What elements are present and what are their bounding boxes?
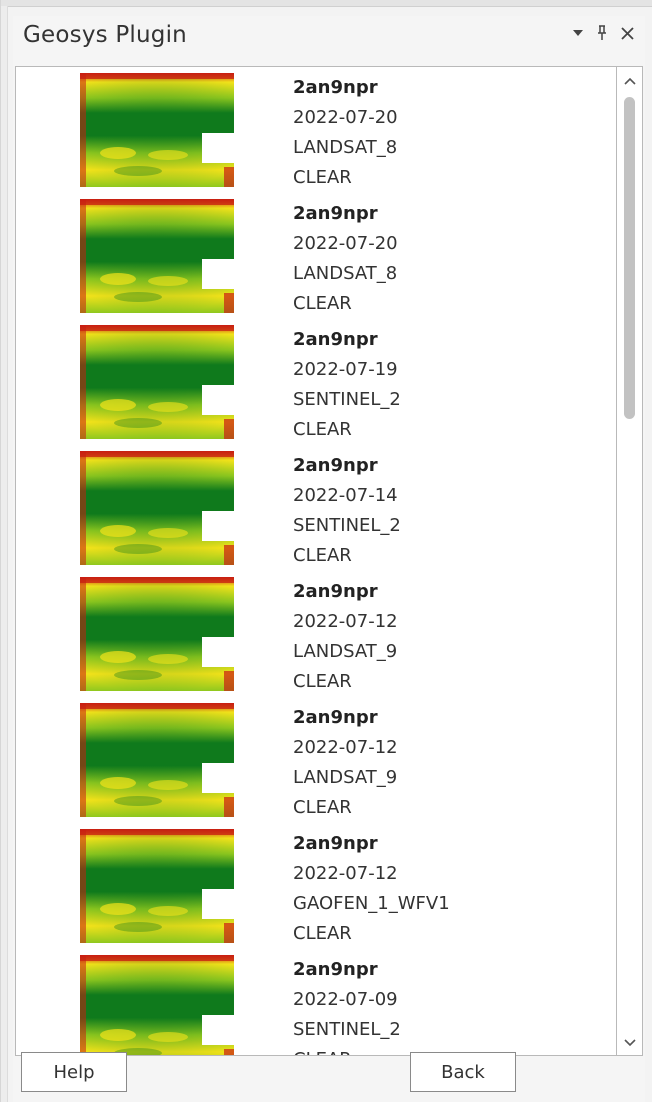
scene-row[interactable]: 2an9npr 2022-07-12 GAOFEN_1_WFV1 CLEAR bbox=[16, 823, 616, 949]
scene-date: 2022-07-12 bbox=[293, 737, 398, 758]
scene-row[interactable]: 2an9npr 2022-07-12 LANDSAT_9 CLEAR bbox=[16, 571, 616, 697]
scene-name: 2an9npr bbox=[293, 833, 378, 854]
scene-date: 2022-07-20 bbox=[293, 233, 398, 254]
scene-row[interactable]: 2an9npr 2022-07-20 LANDSAT_8 CLEAR bbox=[16, 67, 616, 193]
scene-status: CLEAR bbox=[293, 419, 352, 440]
scene-details: 2an9npr 2022-07-12 GAOFEN_1_WFV1 CLEAR bbox=[293, 829, 450, 949]
chevron-down-icon bbox=[573, 30, 583, 36]
scene-details: 2an9npr 2022-07-20 LANDSAT_8 CLEAR bbox=[293, 199, 398, 319]
scene-name: 2an9npr bbox=[293, 707, 378, 728]
scene-name: 2an9npr bbox=[293, 455, 378, 476]
scene-sensor: LANDSAT_9 bbox=[293, 641, 398, 662]
pane-title: Geosys Plugin bbox=[23, 22, 187, 48]
scene-status: CLEAR bbox=[293, 671, 352, 692]
chevron-up-icon bbox=[623, 77, 636, 85]
scene-name: 2an9npr bbox=[293, 77, 378, 98]
ndvi-map-thumbnail[interactable] bbox=[78, 827, 236, 945]
scene-sensor: SENTINEL_2 bbox=[293, 1019, 401, 1040]
scene-date: 2022-07-20 bbox=[293, 107, 398, 128]
scene-date: 2022-07-12 bbox=[293, 863, 398, 884]
scene-name: 2an9npr bbox=[293, 329, 378, 350]
window-top-border bbox=[1, 0, 652, 7]
scene-details: 2an9npr 2022-07-19 SENTINEL_2 CLEAR bbox=[293, 325, 401, 445]
scene-sensor: SENTINEL_2 bbox=[293, 515, 401, 536]
scene-sensor: GAOFEN_1_WFV1 bbox=[293, 893, 450, 914]
close-icon bbox=[620, 26, 634, 40]
scene-name: 2an9npr bbox=[293, 203, 378, 224]
window-left-border bbox=[1, 6, 8, 1102]
scene-date: 2022-07-09 bbox=[293, 989, 398, 1010]
scene-status: CLEAR bbox=[293, 293, 352, 314]
scene-status: CLEAR bbox=[293, 167, 352, 188]
ndvi-map-thumbnail[interactable] bbox=[78, 449, 236, 567]
scene-list[interactable]: 2an9npr 2022-07-20 LANDSAT_8 CLEAR bbox=[15, 66, 617, 1056]
scene-details: 2an9npr 2022-07-12 LANDSAT_9 CLEAR bbox=[293, 703, 398, 823]
ndvi-map-thumbnail[interactable] bbox=[78, 323, 236, 441]
scene-row[interactable]: 2an9npr 2022-07-14 SENTINEL_2 CLEAR bbox=[16, 445, 616, 571]
scene-row[interactable]: 2an9npr 2022-07-19 SENTINEL_2 CLEAR bbox=[16, 319, 616, 445]
back-button[interactable]: Back bbox=[410, 1052, 516, 1092]
scene-date: 2022-07-12 bbox=[293, 611, 398, 632]
scroll-down-button[interactable] bbox=[617, 1031, 642, 1055]
scene-sensor: SENTINEL_2 bbox=[293, 389, 401, 410]
vertical-scrollbar[interactable] bbox=[617, 66, 643, 1056]
scene-name: 2an9npr bbox=[293, 581, 378, 602]
pane-menu-button[interactable] bbox=[567, 20, 589, 46]
close-button[interactable] bbox=[616, 20, 638, 46]
scene-details: 2an9npr 2022-07-09 SENTINEL_2 CLEAR bbox=[293, 955, 401, 1055]
scene-status: CLEAR bbox=[293, 1045, 401, 1055]
dock-pane: Geosys Plugin bbox=[13, 16, 645, 1102]
scene-details: 2an9npr 2022-07-20 LANDSAT_8 CLEAR bbox=[293, 73, 398, 193]
ndvi-map-thumbnail[interactable] bbox=[78, 71, 236, 189]
scene-sensor: LANDSAT_9 bbox=[293, 767, 398, 788]
help-button[interactable]: Help bbox=[21, 1052, 127, 1092]
scene-sensor: LANDSAT_8 bbox=[293, 263, 398, 284]
ndvi-map-thumbnail[interactable] bbox=[78, 953, 236, 1056]
scrollbar-thumb[interactable] bbox=[624, 97, 635, 419]
scene-details: 2an9npr 2022-07-12 LANDSAT_9 CLEAR bbox=[293, 577, 398, 697]
scene-row[interactable]: 2an9npr 2022-07-09 SENTINEL_2 CLEAR bbox=[16, 949, 616, 1056]
scene-details: 2an9npr 2022-07-14 SENTINEL_2 CLEAR bbox=[293, 451, 401, 571]
chevron-down-icon bbox=[623, 1039, 636, 1047]
scene-row[interactable]: 2an9npr 2022-07-20 LANDSAT_8 CLEAR bbox=[16, 193, 616, 319]
scene-status: CLEAR bbox=[293, 797, 352, 818]
scroll-up-button[interactable] bbox=[617, 69, 642, 93]
pin-icon bbox=[598, 25, 606, 40]
scene-name: 2an9npr bbox=[293, 959, 378, 980]
scene-status: CLEAR bbox=[293, 923, 352, 944]
scene-sensor: LANDSAT_8 bbox=[293, 137, 398, 158]
pin-button[interactable] bbox=[591, 20, 613, 46]
ndvi-map-thumbnail[interactable] bbox=[78, 197, 236, 315]
ndvi-map-thumbnail[interactable] bbox=[78, 575, 236, 693]
scene-status: CLEAR bbox=[293, 545, 352, 566]
scene-date: 2022-07-14 bbox=[293, 485, 398, 506]
scene-row[interactable]: 2an9npr 2022-07-12 LANDSAT_9 CLEAR bbox=[16, 697, 616, 823]
ndvi-map-thumbnail[interactable] bbox=[78, 701, 236, 819]
scene-date: 2022-07-19 bbox=[293, 359, 398, 380]
